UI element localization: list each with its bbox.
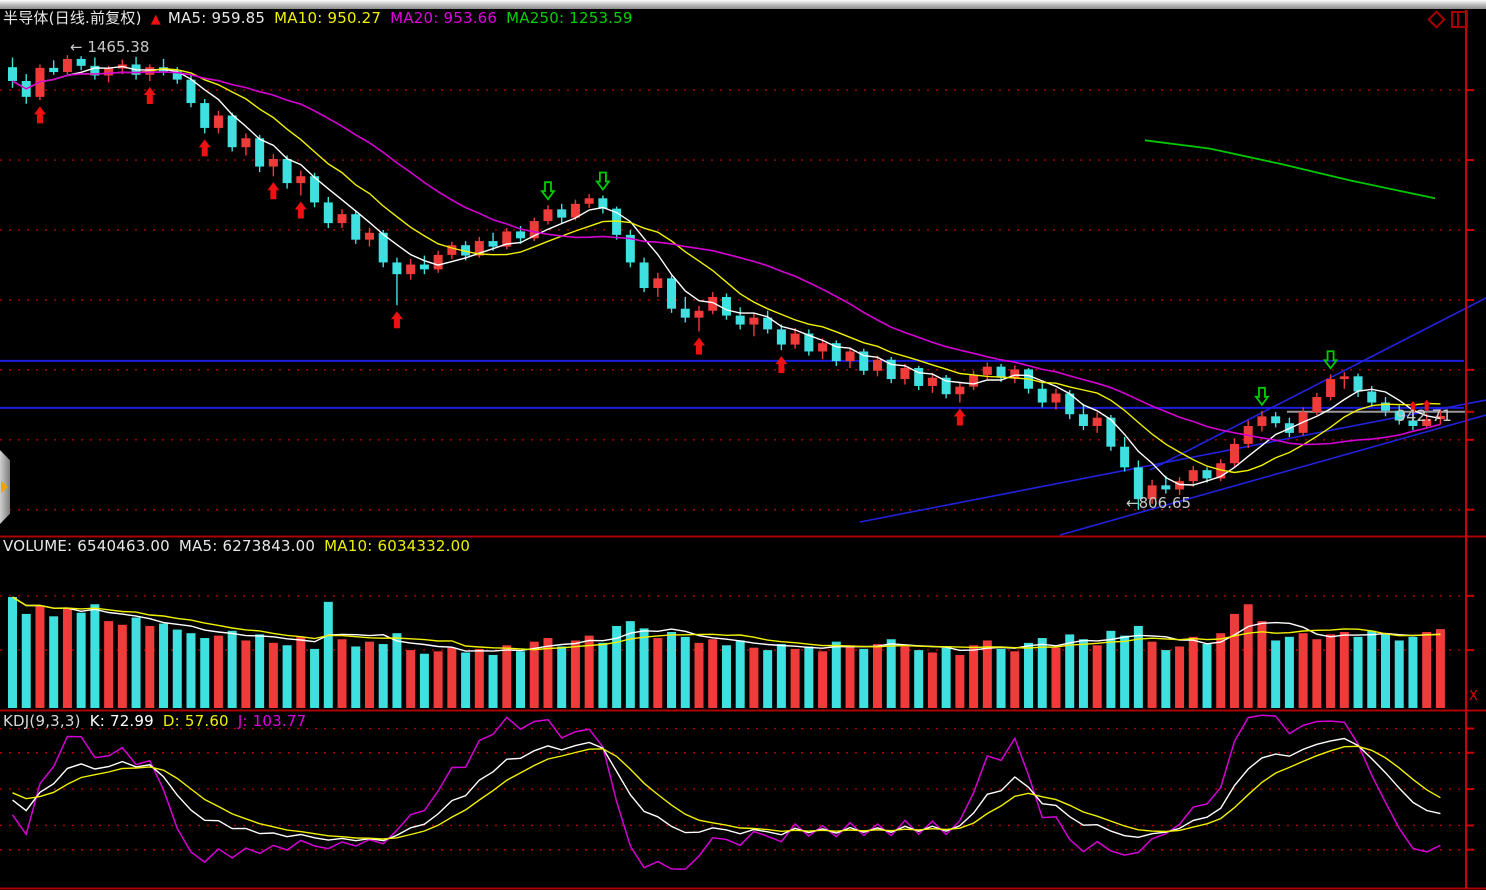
volume-value: VOLUME: 6540463.00: [3, 537, 170, 555]
panel-controls: [1427, 10, 1468, 29]
kdj-header: KDJ(9,3,3) K: 72.99 D: 57.60 J: 103.77: [3, 712, 315, 730]
expand-arrow-icon: [1, 481, 8, 493]
volume-header: VOLUME: 6540463.00 MA5: 6273843.00 MA10: 6…: [3, 537, 479, 555]
period-low-label: ←806.65: [1126, 494, 1192, 512]
kdj-k-value: K: 72.99: [89, 712, 154, 730]
kdj-j-value: J: 103.77: [237, 712, 307, 730]
instrument-title: 半导体(日线.前复权): [3, 9, 142, 27]
kdj-name: KDJ(9,3,3): [3, 712, 81, 730]
split-pane-icon[interactable]: [1451, 11, 1468, 28]
buy-signal-arrow-icon: ▲: [150, 12, 161, 27]
panel-collapse-handle[interactable]: [0, 450, 10, 524]
ma20-value: MA20: 953.66: [390, 9, 498, 27]
current-price-label: 942.71: [1396, 406, 1452, 425]
ma5-value: MA5: 959.85: [167, 9, 266, 27]
ma250-value: MA250: 1253.59: [506, 9, 633, 27]
kdj-d-value: D: 57.60: [162, 712, 229, 730]
volume-ma10-value: MA10: 6034332.00: [324, 537, 471, 555]
diamond-icon[interactable]: [1427, 10, 1446, 29]
close-indicator-x[interactable]: X: [1469, 689, 1478, 704]
ma10-value: MA10: 950.27: [274, 9, 382, 27]
main-chart-header: 半导体(日线.前复权) ▲ MA5: 959.85 MA10: 950.27 MA20:…: [3, 9, 642, 28]
volume-ma5-value: MA5: 6273843.00: [178, 537, 316, 555]
period-high-label: ← 1465.38: [70, 38, 150, 56]
